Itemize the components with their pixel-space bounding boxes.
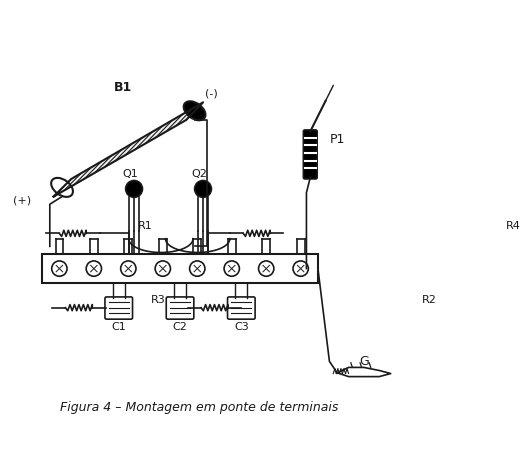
Ellipse shape <box>184 101 205 120</box>
Bar <box>42 254 318 283</box>
Text: R1: R1 <box>138 221 153 231</box>
Text: Figura 4 – Montagem em ponte de terminais: Figura 4 – Montagem em ponte de terminai… <box>60 401 339 414</box>
Text: C2: C2 <box>173 322 188 332</box>
Circle shape <box>126 181 142 197</box>
FancyBboxPatch shape <box>105 297 133 319</box>
Polygon shape <box>337 367 391 377</box>
Circle shape <box>155 261 171 276</box>
Text: R2: R2 <box>422 295 436 305</box>
Ellipse shape <box>51 178 73 197</box>
Circle shape <box>194 181 212 197</box>
Text: Q1: Q1 <box>122 168 138 179</box>
Text: C1: C1 <box>111 322 126 332</box>
Circle shape <box>121 261 136 276</box>
Text: P1: P1 <box>329 133 345 145</box>
Circle shape <box>51 261 67 276</box>
Circle shape <box>258 261 274 276</box>
Text: Q2: Q2 <box>191 168 207 179</box>
FancyBboxPatch shape <box>228 297 255 319</box>
Text: G: G <box>359 355 369 368</box>
FancyBboxPatch shape <box>166 297 194 319</box>
Polygon shape <box>54 102 203 197</box>
Text: (+): (+) <box>12 196 31 205</box>
Text: R4: R4 <box>506 221 520 231</box>
Text: C3: C3 <box>234 322 249 332</box>
Circle shape <box>224 261 239 276</box>
Circle shape <box>190 261 205 276</box>
Circle shape <box>293 261 308 276</box>
Text: B1: B1 <box>113 81 132 93</box>
Circle shape <box>86 261 101 276</box>
FancyBboxPatch shape <box>303 130 317 179</box>
Text: (-): (-) <box>204 88 217 98</box>
Text: R3: R3 <box>150 295 165 305</box>
